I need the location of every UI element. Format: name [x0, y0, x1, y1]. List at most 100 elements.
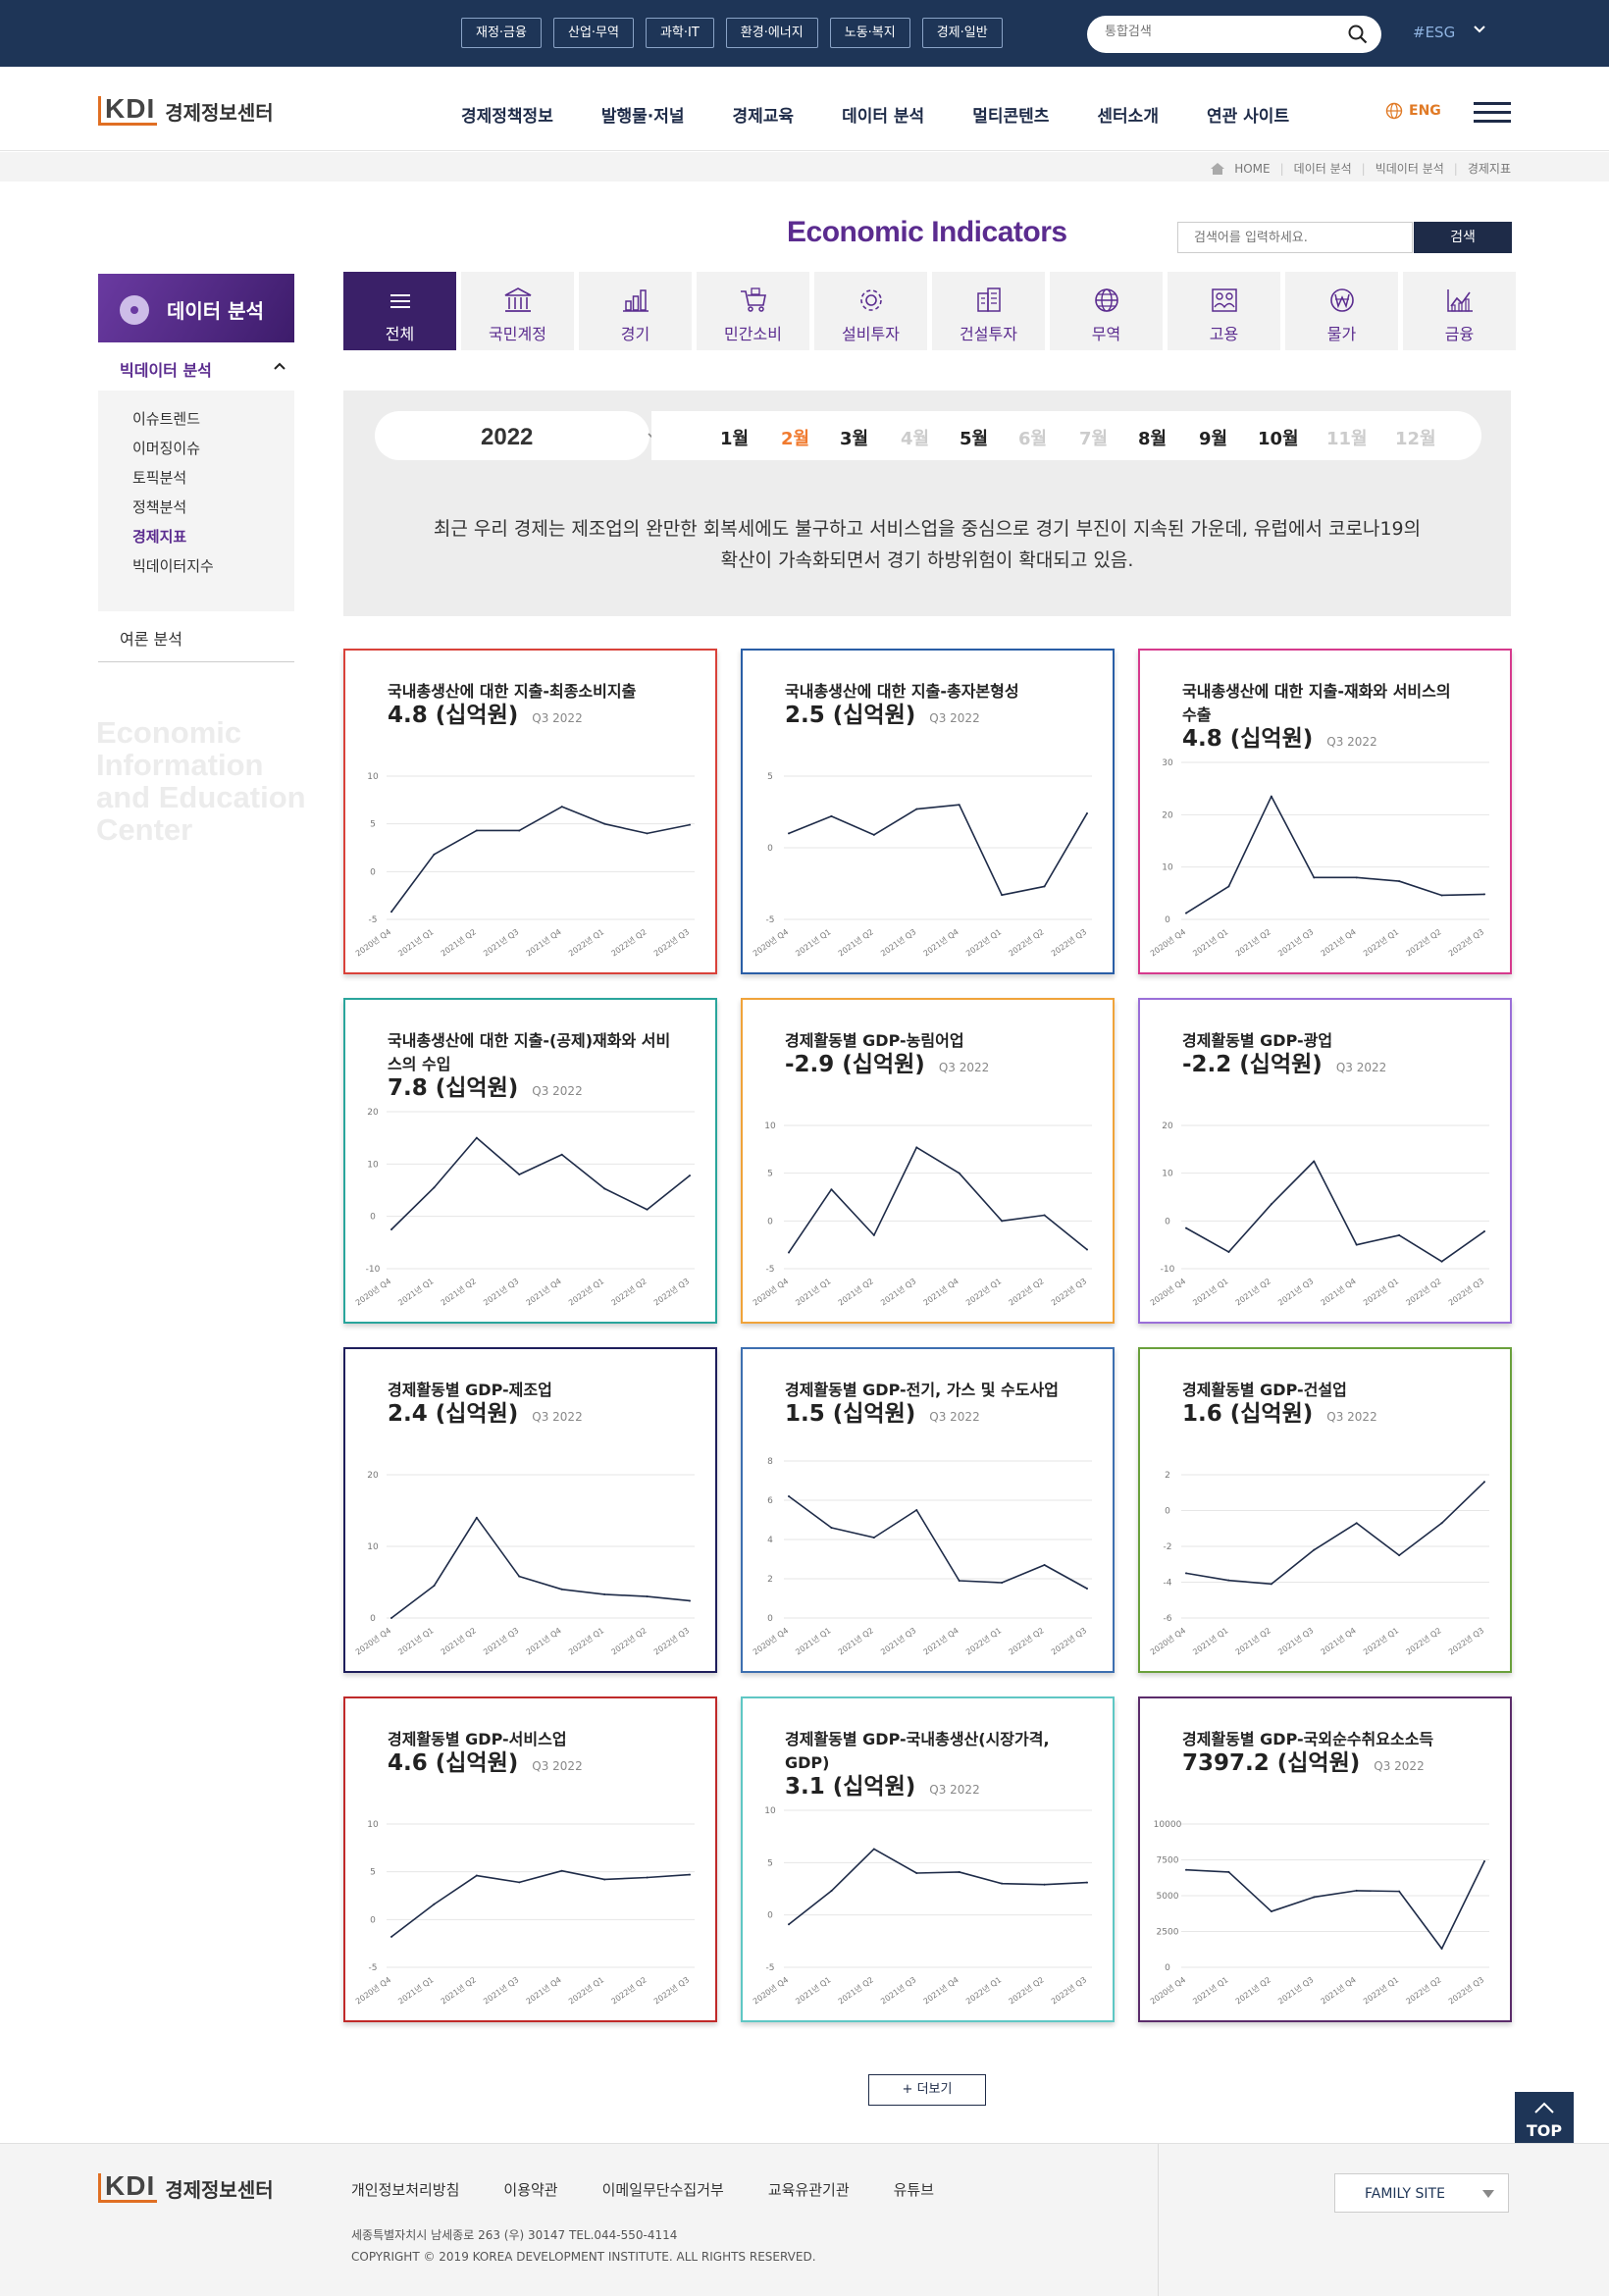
- nav-item-multimedia[interactable]: 멀티콘텐츠: [972, 107, 1050, 127]
- scroll-top-button[interactable]: TOP: [1515, 2092, 1574, 2151]
- month-2-button[interactable]: 2월: [781, 429, 810, 449]
- topic-finance-button[interactable]: 재정·금융: [461, 18, 542, 48]
- month-9-button[interactable]: 9월: [1199, 429, 1228, 449]
- month-4-button: 4월: [901, 429, 930, 449]
- breadcrumb: HOME | 데이터 분석 | 빅데이터 분석 | 경제지표: [1211, 160, 1511, 177]
- data-point: [872, 833, 875, 836]
- global-search-input[interactable]: [1105, 25, 1330, 39]
- footer-link-privacy[interactable]: 개인정보처리방침: [351, 2181, 460, 2199]
- nav-item-publications[interactable]: 발행물·저널: [600, 107, 685, 127]
- breadcrumb-current[interactable]: 경제지표: [1467, 162, 1511, 176]
- nav-item-data-analysis[interactable]: 데이터 분석: [842, 107, 925, 127]
- search-icon[interactable]: [1348, 25, 1368, 44]
- sidebar-item-opinion-analysis[interactable]: 여론 분석: [120, 630, 182, 649]
- card-title: 경제활동별 GDP-서비스업: [388, 1730, 567, 1748]
- topic-economy-button[interactable]: 경제·일반: [921, 18, 1003, 48]
- indicator-card[interactable]: 경제활동별 GDP-서비스업 4.6 (십억원) Q3 2022 10 5 0 -5 2020…: [343, 1696, 717, 2022]
- site-header: KDI 경제정보센터 경제정책정보 발행물·저널 경제교육 데이터 분석 멀티콘…: [0, 67, 1609, 151]
- page-search-input[interactable]: [1194, 231, 1410, 245]
- language-switch[interactable]: ENG: [1385, 102, 1441, 120]
- footer-link-terms[interactable]: 이용약관: [503, 2181, 558, 2199]
- indicator-card[interactable]: 국내총생산에 대한 지출-총자본형성 2.5 (십억원) Q3 2022 5 0 -5 20…: [741, 649, 1115, 974]
- data-point: [518, 1575, 521, 1578]
- footer-link-education-institutions[interactable]: 교육유관기관: [767, 2181, 850, 2199]
- sidebar-item-topic-analysis[interactable]: 토픽분석: [132, 469, 187, 487]
- page-search: [1177, 222, 1413, 253]
- esg-link[interactable]: #ESG: [1413, 24, 1456, 41]
- nav-item-related-sites[interactable]: 연관 사이트: [1206, 107, 1290, 127]
- indicator-card[interactable]: 국내총생산에 대한 지출-최종소비지출 4.8 (십억원) Q3 2022 10 5 0 -…: [343, 649, 717, 974]
- topic-environment-button[interactable]: 환경·에너지: [725, 18, 818, 48]
- tab-business-cycle[interactable]: 경기: [579, 272, 692, 350]
- indicator-card[interactable]: 경제활동별 GDP-농림어업 -2.9 (십억원) Q3 2022 10 5 0 -5 202…: [741, 998, 1115, 1324]
- nav-item-about[interactable]: 센터소개: [1097, 107, 1159, 127]
- x-tick-label: 2021년 Q3: [1276, 1974, 1316, 2006]
- logo-name: 경제정보센터: [165, 2178, 274, 2202]
- site-logo[interactable]: KDI 경제정보센터: [98, 95, 274, 126]
- month-10-button[interactable]: 10월: [1258, 429, 1299, 449]
- indicator-card[interactable]: 경제활동별 GDP-광업 -2.2 (십억원) Q3 2022 20 10 0 -10 202…: [1138, 998, 1512, 1324]
- breadcrumb-data-analysis[interactable]: 데이터 분석: [1293, 162, 1352, 176]
- data-point: [518, 829, 521, 832]
- tab-equipment-investment[interactable]: 설비투자: [814, 272, 927, 350]
- topic-science-button[interactable]: 과학·IT: [645, 18, 714, 48]
- tab-trade[interactable]: 무역: [1050, 272, 1163, 350]
- card-value-row: 7397.2 (십억원) Q3 2022: [1182, 1751, 1467, 1778]
- tab-employment[interactable]: 고용: [1168, 272, 1280, 350]
- data-point: [560, 806, 563, 809]
- month-8-button[interactable]: 8월: [1138, 429, 1168, 449]
- month-5-button[interactable]: 5월: [960, 429, 989, 449]
- chevron-up-icon[interactable]: [273, 359, 286, 373]
- sidebar-item-emerging-issue[interactable]: 이머징이슈: [132, 440, 201, 457]
- sidebar-item-policy-analysis[interactable]: 정책분석: [132, 498, 187, 516]
- indicator-card[interactable]: 경제활동별 GDP-국외순수취요소소득 7397.2 (십억원) Q3 2022 10…: [1138, 1696, 1512, 2022]
- footer-logo[interactable]: KDI 경제정보센터: [98, 2172, 274, 2203]
- tab-label: 민간소비: [724, 325, 782, 343]
- tab-label: 물가: [1326, 325, 1357, 343]
- topic-industry-button[interactable]: 산업·무역: [552, 18, 634, 48]
- x-tick-label: 2022년 Q2: [1007, 1276, 1046, 1307]
- footer-link-email-policy[interactable]: 이메일무단수집거부: [601, 2181, 724, 2199]
- tab-national-accounts[interactable]: 국민계정: [461, 272, 574, 350]
- card-header: 경제활동별 GDP-농림어업 -2.9 (십억원) Q3 2022: [785, 1029, 1069, 1079]
- indicator-card[interactable]: 경제활동별 GDP-제조업 2.4 (십억원) Q3 2022 20 10 0 2020년 …: [343, 1347, 717, 1673]
- footer-link-youtube[interactable]: 유튜브: [893, 2181, 935, 2199]
- month-3-button[interactable]: 3월: [840, 429, 869, 449]
- data-point: [1227, 1250, 1230, 1253]
- topic-labor-button[interactable]: 노동·복지: [829, 18, 910, 48]
- data-point: [1483, 1481, 1485, 1484]
- sidebar-item-issue-trend[interactable]: 이슈트렌드: [132, 410, 201, 428]
- y-tick-label: 20: [1162, 810, 1173, 820]
- indicator-card[interactable]: 국내총생산에 대한 지출-(공제)재화와 서비스의 수입 7.8 (십억원) Q3 …: [343, 998, 717, 1324]
- x-tick-label: 2020년 Q4: [1150, 1276, 1187, 1307]
- family-site-select[interactable]: FAMILY SITE: [1334, 2173, 1509, 2213]
- sidebar-item-bigdata-index[interactable]: 빅데이터지수: [132, 557, 214, 575]
- page-search-button[interactable]: 검색: [1414, 222, 1512, 253]
- tab-all[interactable]: 전체: [343, 272, 456, 350]
- sidebar-section-bigdata[interactable]: 빅데이터 분석: [120, 361, 212, 380]
- year-select[interactable]: 2022: [375, 411, 659, 460]
- breadcrumb-home[interactable]: HOME: [1234, 161, 1271, 176]
- indicator-card[interactable]: 국내총생산에 대한 지출-재화와 서비스의 수출 4.8 (십억원) Q3 2022…: [1138, 649, 1512, 974]
- indicator-card[interactable]: 경제활동별 GDP-건설업 1.6 (십억원) Q3 2022 2 0 -2 -4 -6 202…: [1138, 1347, 1512, 1673]
- series-line: [788, 1146, 1088, 1253]
- data-point: [433, 1186, 436, 1189]
- nav-item-policy[interactable]: 경제정책정보: [461, 107, 553, 127]
- tab-finance[interactable]: 금융: [1403, 272, 1516, 350]
- tab-construction-investment[interactable]: 건설투자: [932, 272, 1045, 350]
- month-1-button[interactable]: 1월: [720, 429, 750, 449]
- breadcrumb-bigdata[interactable]: 빅데이터 분석: [1375, 162, 1444, 176]
- chevron-down-icon[interactable]: [1472, 22, 1487, 37]
- nav-item-education[interactable]: 경제교육: [732, 107, 795, 127]
- tab-private-consumption[interactable]: 민간소비: [697, 272, 809, 350]
- indicator-card[interactable]: 경제활동별 GDP-전기, 가스 및 수도사업 1.5 (십억원) Q3 2022 8…: [741, 1347, 1115, 1673]
- menu-icon[interactable]: [1474, 102, 1511, 124]
- x-tick-label: 2021년 Q2: [836, 1974, 875, 2006]
- load-more-button[interactable]: + 더보기: [868, 2074, 986, 2106]
- tab-prices[interactable]: 물가: [1285, 272, 1398, 350]
- sidebar-item-economic-indicators[interactable]: 경제지표: [132, 528, 187, 546]
- data-point: [872, 1233, 875, 1236]
- indicator-card[interactable]: 경제활동별 GDP-국내총생산(시장가격, GDP) 3.1 (십억원) Q3 20…: [741, 1696, 1115, 2022]
